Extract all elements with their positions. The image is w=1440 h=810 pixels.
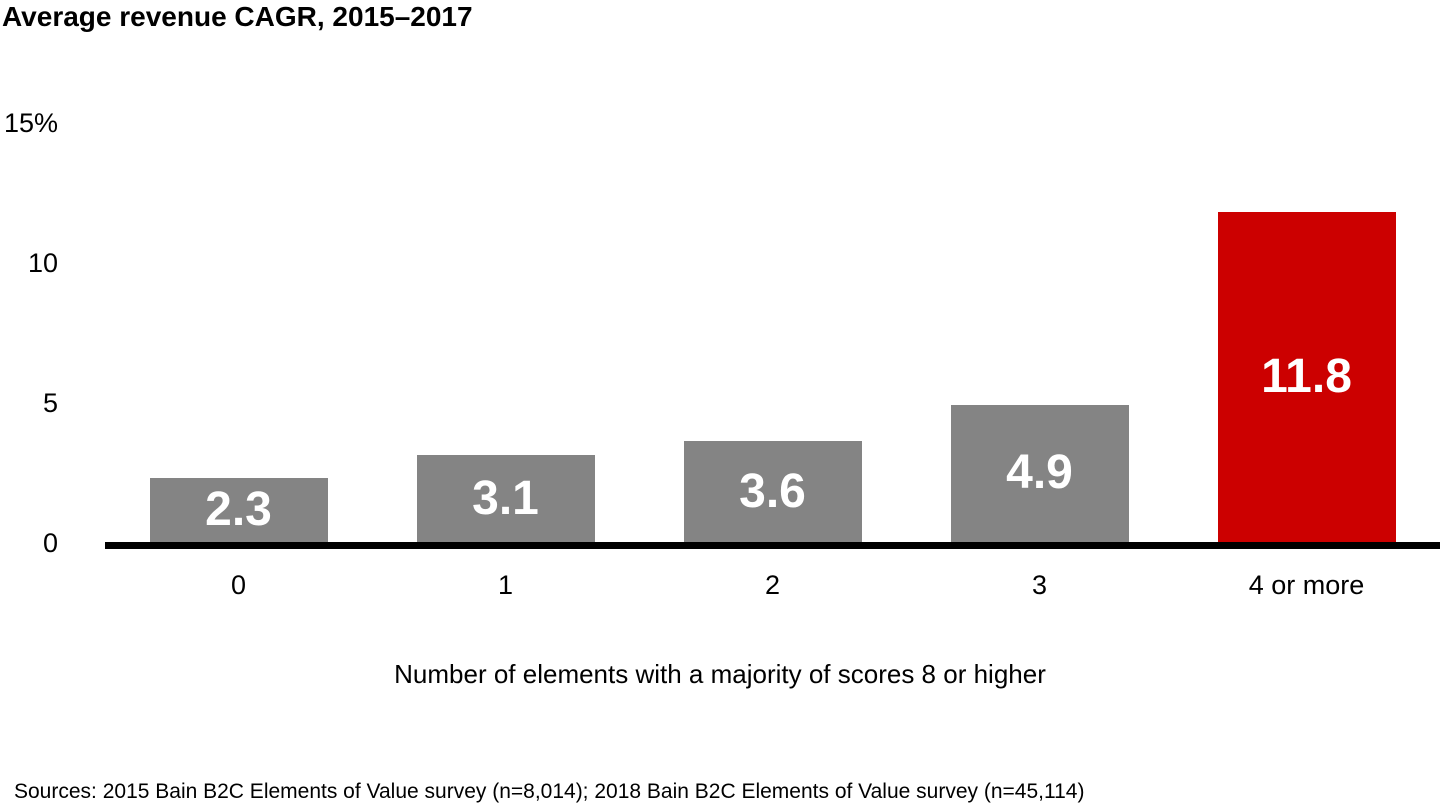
bar-value-label: 3.1 — [472, 471, 539, 525]
x-axis-category-labels: 0 1 2 3 4 or more — [105, 570, 1440, 600]
x-axis-category-label: 2 — [764, 570, 781, 600]
bar-slot: 11.8 — [1173, 0, 1440, 542]
bar-value-label: 3.6 — [739, 464, 806, 518]
bar-4-or-more: 11.8 — [1217, 211, 1396, 542]
bar-value-label: 11.8 — [1261, 349, 1352, 403]
bars-area: 2.3 3.1 3.6 4.9 11.8 — [105, 0, 1440, 542]
chart-title: Average revenue CAGR, 2015–2017 — [2, 1, 473, 32]
bar-slot: 3.1 — [372, 0, 639, 542]
x-axis-category-label: 0 — [230, 570, 247, 600]
bar-slot: 3.6 — [639, 0, 906, 542]
bar-value-label: 4.9 — [1006, 446, 1073, 500]
bar-slot: 4.9 — [906, 0, 1173, 542]
bar-1: 3.1 — [416, 455, 595, 542]
bar-slot: 2.3 — [105, 0, 372, 542]
x-axis-title: Number of elements with a majority of sc… — [394, 659, 1046, 689]
bar-3: 4.9 — [950, 404, 1129, 542]
y-axis-tick-label: 10 — [27, 248, 58, 278]
sources-note: Sources: 2015 Bain B2C Elements of Value… — [14, 780, 1085, 803]
y-axis-tick-label: 15% — [3, 108, 58, 138]
y-axis-tick-label: 0 — [42, 528, 58, 558]
x-axis-category-label: 4 or more — [1248, 570, 1365, 600]
y-axis-tick-label: 5 — [42, 388, 58, 418]
x-axis-category-label: 3 — [1031, 570, 1048, 600]
x-axis-line — [105, 542, 1440, 549]
x-axis-category-label: 1 — [497, 570, 514, 600]
bar-value-label: 2.3 — [205, 482, 272, 536]
bar-2: 3.6 — [683, 441, 862, 542]
bar-0: 2.3 — [149, 477, 328, 542]
